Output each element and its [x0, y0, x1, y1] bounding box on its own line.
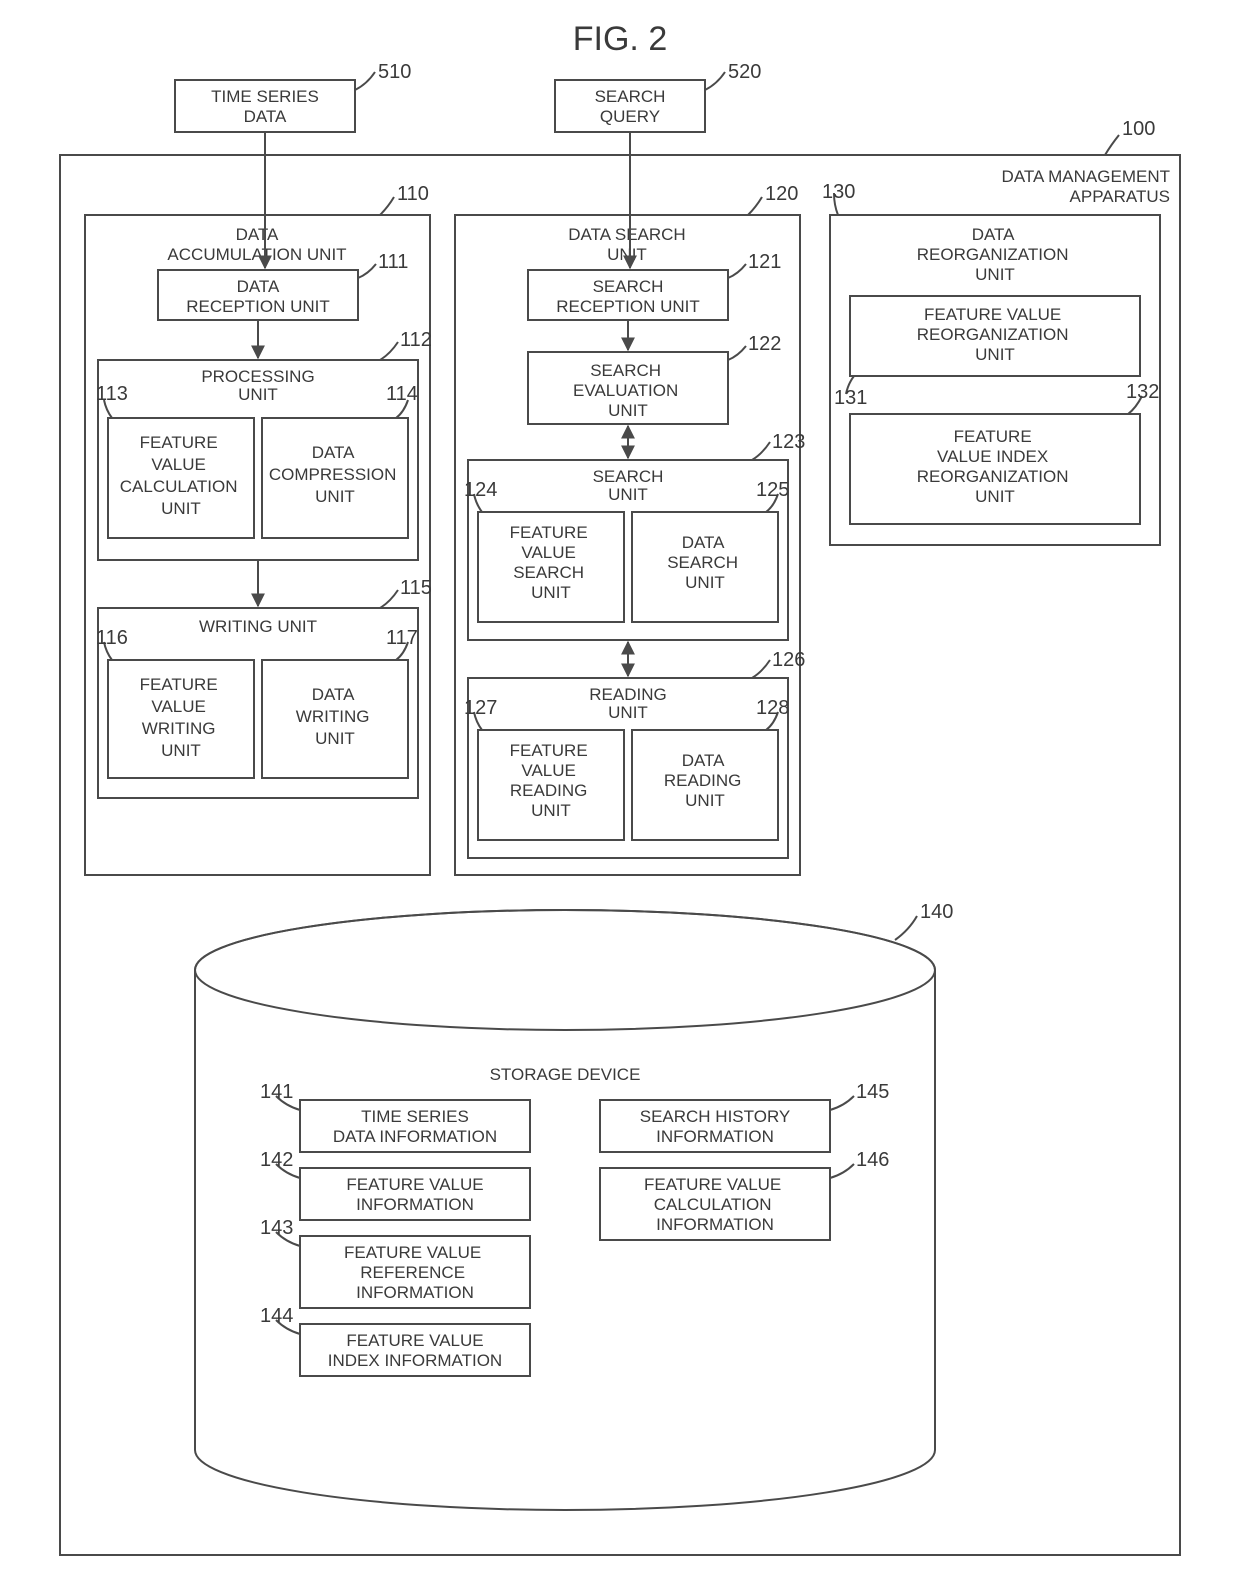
writing-unit: 115 WRITING UNIT 116 FEATURE VALUE WRITI… — [96, 577, 432, 798]
svg-text:FEATURE VALUEINDEX INFORMATION: FEATURE VALUEINDEX INFORMATION — [328, 1331, 502, 1370]
svg-text:520: 520 — [728, 61, 761, 83]
svg-text:124: 124 — [464, 479, 497, 501]
svg-text:100: 100 — [1122, 118, 1155, 140]
svg-text:123: 123 — [772, 431, 805, 453]
svg-text:120: 120 — [765, 183, 798, 205]
svg-text:146: 146 — [856, 1149, 889, 1171]
svg-text:127: 127 — [464, 697, 497, 719]
svg-text:510: 510 — [378, 61, 411, 83]
svg-text:130: 130 — [822, 181, 855, 203]
svg-text:144: 144 — [260, 1305, 293, 1327]
svg-text:132: 132 — [1126, 381, 1159, 403]
svg-text:131: 131 — [834, 387, 867, 409]
data-reorganization-unit: 130 DATA REORGANIZATION UNIT 131 FEATURE… — [822, 181, 1160, 545]
processing-unit: 112 PROCESSINGUNIT 113 FEATURE VALUE CAL… — [96, 329, 432, 560]
figure-title: FIG. 2 — [573, 20, 667, 58]
svg-text:121: 121 — [748, 251, 781, 273]
svg-text:115: 115 — [400, 577, 432, 599]
storage-device: 140 STORAGE DEVICE 141 TIME SERIESDATA I… — [195, 901, 953, 1510]
svg-text:112: 112 — [400, 329, 432, 351]
svg-text:122: 122 — [748, 333, 781, 355]
svg-text:117: 117 — [386, 627, 418, 649]
svg-text:110: 110 — [397, 183, 429, 205]
svg-text:128: 128 — [756, 697, 789, 719]
svg-text:140: 140 — [920, 901, 953, 923]
svg-text:SEARCH HISTORYINFORMATION: SEARCH HISTORYINFORMATION — [640, 1107, 791, 1146]
svg-text:145: 145 — [856, 1081, 889, 1103]
svg-text:114: 114 — [386, 383, 418, 405]
svg-text:113: 113 — [96, 383, 128, 405]
search-unit: 123 SEARCHUNIT 124 FEATURE VALUE SEARCH … — [464, 431, 805, 640]
svg-text:STORAGE DEVICE: STORAGE DEVICE — [490, 1065, 641, 1084]
svg-text:116: 116 — [96, 627, 128, 649]
reading-unit: 126 READINGUNIT 127 FEATURE VALUE READIN… — [464, 649, 805, 858]
svg-text:FEATURE VALUE CALCULAT: FEATURE VALUE CALCULATION INFORMATION — [644, 1175, 786, 1234]
svg-text:111: 111 — [378, 251, 408, 273]
svg-text:SEARCHQUERY: SEARCHQUERY — [595, 87, 666, 126]
search-query-box: SEARCHQUERY 520 — [555, 61, 761, 132]
time-series-data-box: TIME SERIESDATA 510 — [175, 61, 411, 132]
svg-text:143: 143 — [260, 1217, 293, 1239]
svg-text:141: 141 — [260, 1081, 293, 1103]
svg-text:125: 125 — [756, 479, 789, 501]
svg-text:WRITING UNIT: WRITING UNIT — [199, 617, 317, 636]
svg-text:126: 126 — [772, 649, 805, 671]
data-accumulation-unit: 110 DATAACCUMULATION UNIT DATARECEPTION … — [85, 183, 432, 875]
diagram-canvas: FIG. 2 TIME SERIESDATA 510 SEARCHQUERY 5… — [0, 0, 1240, 1586]
svg-text:FEATURE VALUEINFORMATION: FEATURE VALUEINFORMATION — [346, 1175, 483, 1214]
svg-text:FEATURE VALUE REFERENC: FEATURE VALUE REFERENCE INFORMATION — [344, 1243, 486, 1302]
data-search-unit-outer: 120 DATA SEARCHUNIT 121 SEARCHRECEPTION … — [455, 183, 805, 875]
svg-text:142: 142 — [260, 1149, 293, 1171]
